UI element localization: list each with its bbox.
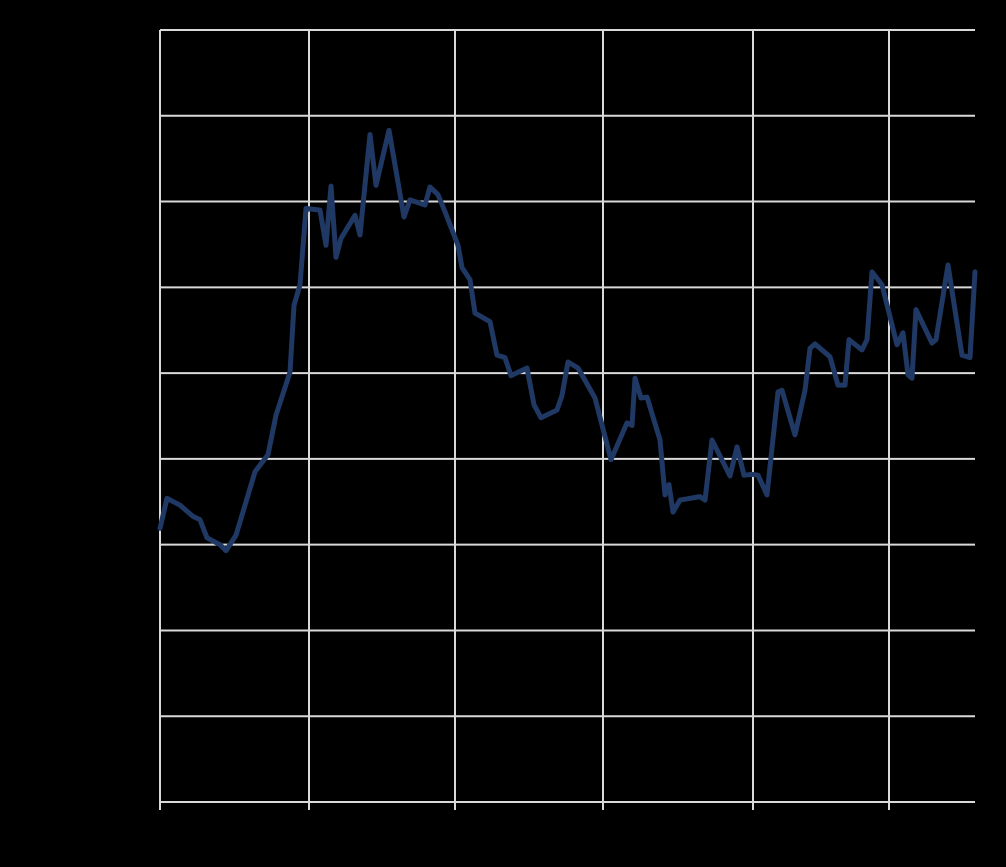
line-series bbox=[157, 127, 978, 554]
